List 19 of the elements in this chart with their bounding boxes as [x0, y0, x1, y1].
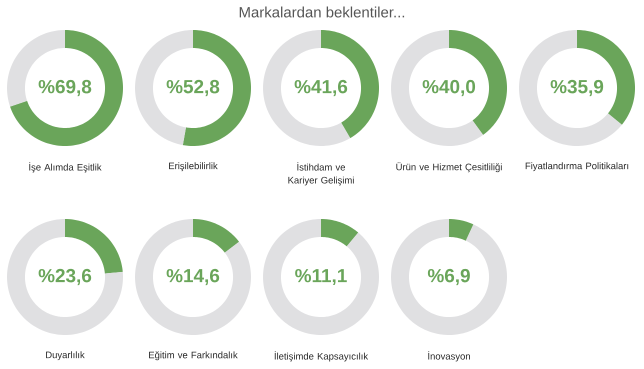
- text: Duyarlılık: [46, 351, 85, 360]
- text: Fiyatlandırma Politikaları: [526, 162, 628, 172]
- chart-title: Markalardan beklentiler...: [240, 6, 404, 18]
- text: %40,0: [422, 80, 476, 96]
- text: %69,8: [38, 80, 92, 96]
- text: %41,6: [294, 80, 348, 96]
- text: Erişilebilirlik: [169, 162, 218, 172]
- text: %52,8: [166, 80, 220, 96]
- text: İnovasyon: [428, 351, 470, 362]
- text: İletişimde Kapsayıcılık: [274, 351, 368, 362]
- text: Eğitim ve Farkındalık: [149, 351, 238, 360]
- text: Ürün ve Hizmet Çesitliliği: [396, 162, 502, 172]
- text: %35,9: [550, 80, 604, 96]
- text: %11,1: [295, 268, 347, 286]
- text: %23,6: [38, 268, 92, 286]
- text: %6,9: [428, 268, 470, 286]
- text: %14,6: [166, 268, 220, 286]
- text: İstihdam ve Kariyer Gelişimi: [288, 162, 354, 186]
- text: İşe Alımda Eşitlik: [29, 162, 102, 172]
